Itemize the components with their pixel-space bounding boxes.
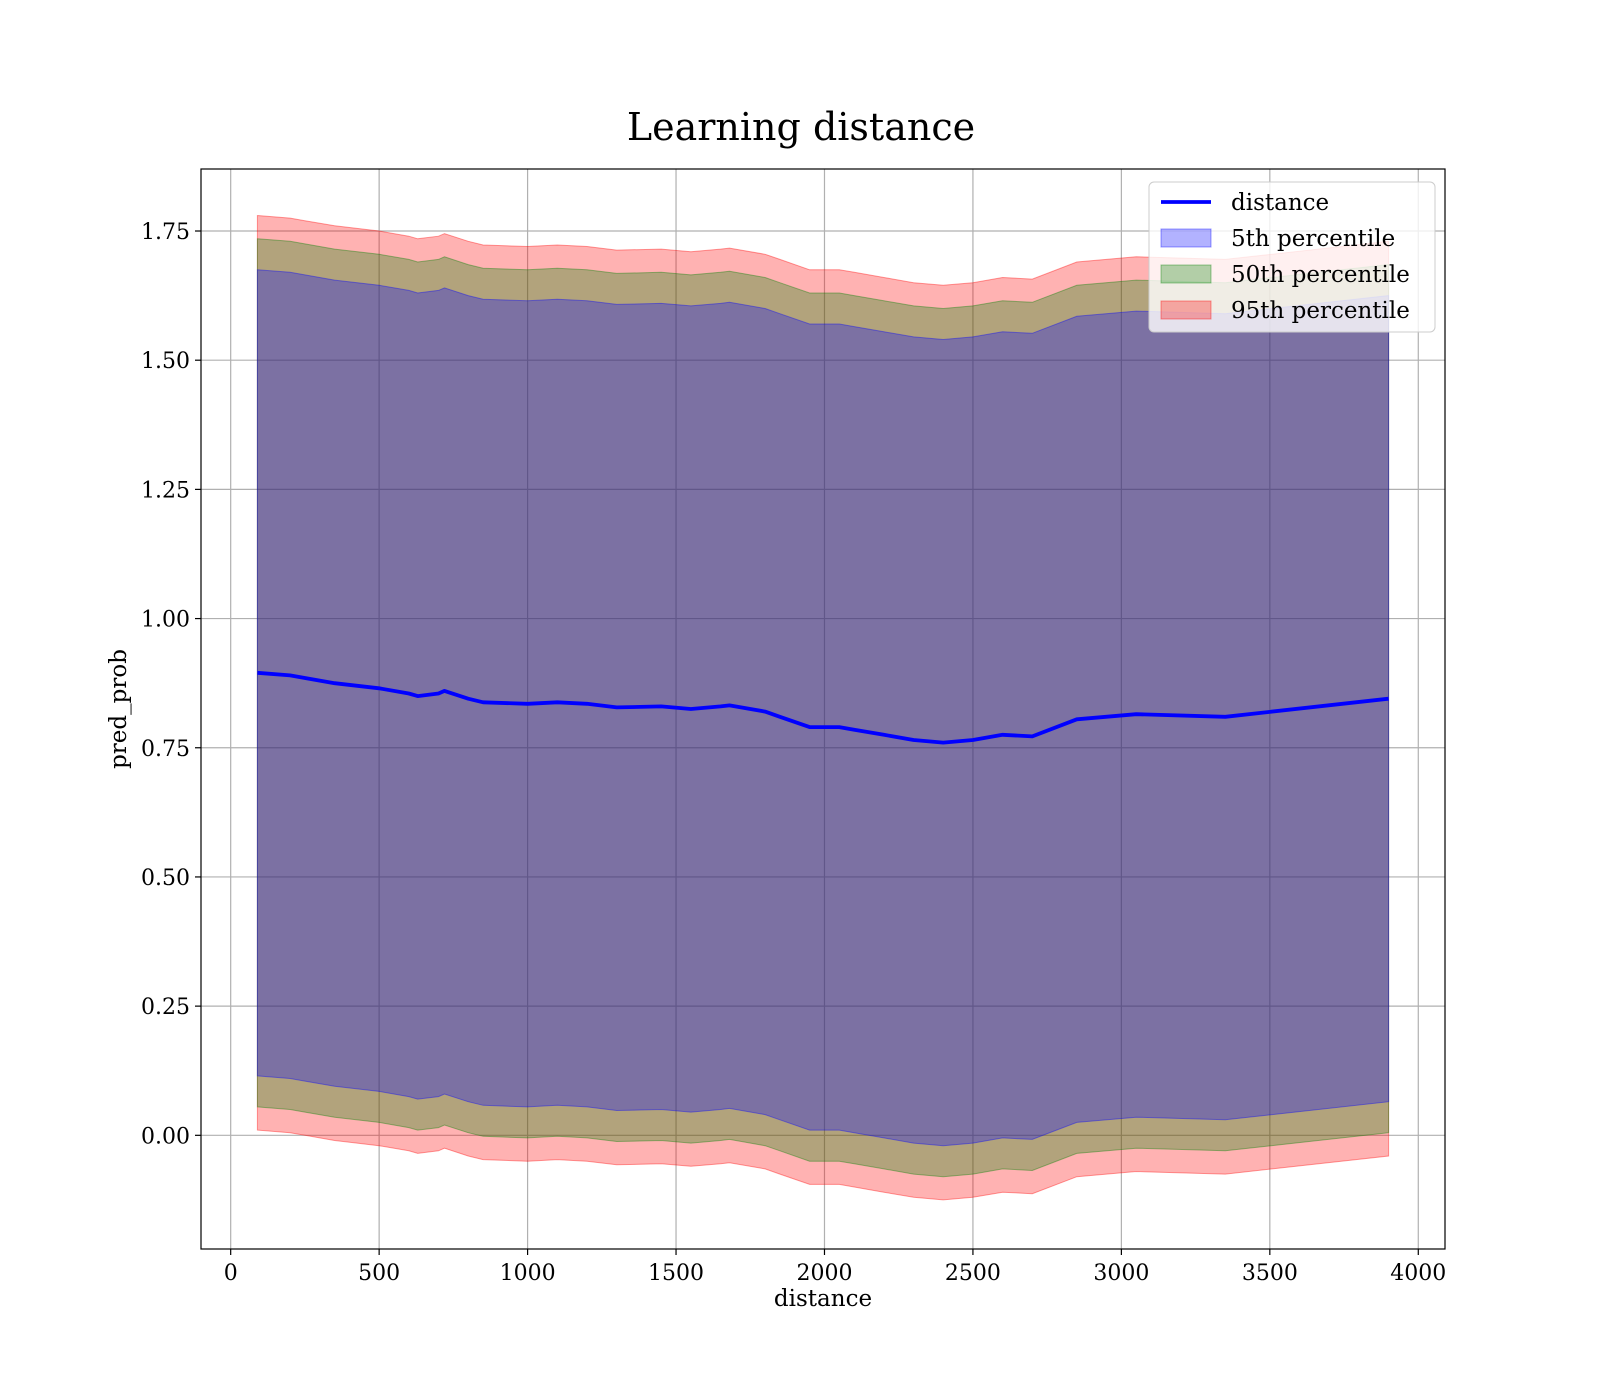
bands	[256, 214, 1390, 1201]
x-axis: 0 500 1000 1500 2000 2500 3000 3500 4000	[224, 1249, 1446, 1286]
y-tick-label: 0.00	[141, 1124, 190, 1149]
y-axis: 0.00 0.25 0.50 0.75 1.00 1.25 1.50 1.75	[141, 220, 201, 1149]
x-tick-label: 1500	[648, 1261, 704, 1286]
x-tick-label: 4000	[1390, 1261, 1446, 1286]
plot-frame	[200, 168, 1446, 1250]
y-tick-label: 0.50	[141, 866, 190, 891]
legend: distance 5th percentile 50th percentile 95t…	[1148, 181, 1436, 333]
y-tick-label: 1.50	[141, 349, 190, 374]
x-axis-label: distance	[774, 1286, 872, 1312]
legend-label-distance: distance	[1231, 190, 1329, 216]
y-tick-label: 0.25	[141, 995, 190, 1020]
legend-label-95th-percentile: 95th percentile	[1231, 298, 1410, 324]
legend-swatch-95th-percentile	[1160, 300, 1212, 320]
band-95th-percentile	[256, 214, 1390, 1201]
x-tick-label: 2500	[945, 1261, 1001, 1286]
line-distance	[257, 670, 1389, 745]
legend-swatch-5th-percentile	[1160, 228, 1212, 248]
x-tick-label: 2000	[796, 1261, 852, 1286]
y-tick-label: 0.75	[141, 737, 190, 762]
chart-title: Learning distance	[627, 105, 975, 149]
legend-swatch-50th-percentile	[1160, 264, 1212, 284]
x-tick-label: 1000	[500, 1261, 556, 1286]
x-tick-label: 3000	[1093, 1261, 1149, 1286]
lines	[257, 670, 1389, 745]
band-5th-percentile	[256, 269, 1390, 1147]
legend-label-5th-percentile: 5th percentile	[1231, 226, 1395, 252]
x-tick-label: 3500	[1242, 1261, 1298, 1286]
legend-label-50th-percentile: 50th percentile	[1231, 262, 1410, 288]
legend-frame	[1148, 181, 1436, 333]
y-tick-label: 1.00	[141, 608, 190, 633]
grid	[201, 169, 1445, 1249]
y-tick-label: 1.25	[141, 478, 190, 503]
x-tick-label: 0	[224, 1261, 238, 1286]
y-axis-label: pred_prob	[106, 649, 132, 769]
x-tick-label: 500	[358, 1261, 400, 1286]
y-tick-label: 1.75	[141, 220, 190, 245]
band-50th-percentile	[256, 238, 1390, 1178]
